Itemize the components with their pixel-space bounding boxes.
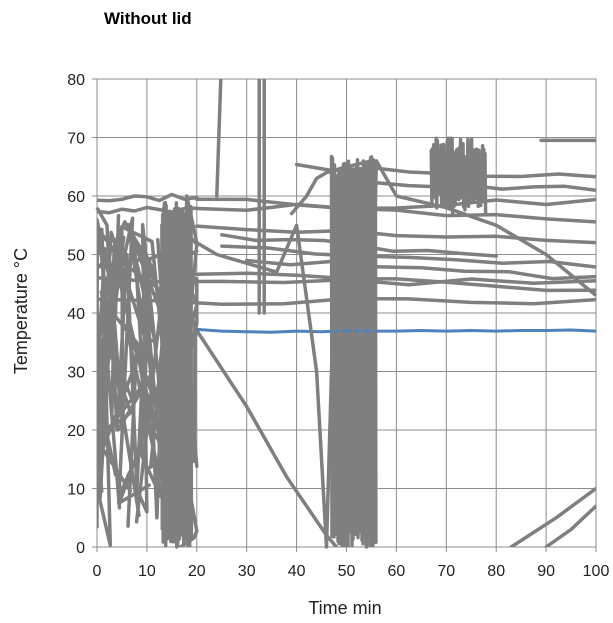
y-tick-label: 20: [67, 423, 85, 440]
series-line-blue: [196, 327, 597, 334]
noise-sweep-6: [97, 296, 596, 307]
noise-sweep-10: [97, 205, 199, 215]
series-line-gray: [95, 159, 598, 549]
x-tick-label: 90: [537, 563, 555, 580]
x-tick-label: 60: [388, 563, 406, 580]
tick-labels: 0 10 20 30 40 50 60 70 80 90 100 0 10 20 30 40 50 60 70 80: [67, 72, 609, 580]
x-tick-label: 40: [288, 563, 306, 580]
noise-loop-24: [124, 251, 199, 482]
series-layer: [95, 159, 598, 549]
noise-sweep-2: [294, 162, 596, 179]
noise-decay-curve: [195, 328, 339, 547]
x-tick-label: 30: [238, 563, 256, 580]
noise-tail-2: [544, 504, 596, 547]
y-axis-label: Temperature °C: [11, 248, 31, 374]
noise-tail-1: [509, 486, 596, 547]
y-tick-label: 80: [67, 72, 85, 89]
noise-loop-21: [97, 265, 154, 504]
y-tick-label: 10: [67, 482, 85, 499]
noise-block-2: [329, 154, 378, 547]
y-tick-label: 60: [67, 189, 85, 206]
y-tick-label: 70: [67, 131, 85, 148]
x-tick-label: 10: [138, 563, 156, 580]
x-tick-label: 80: [487, 563, 505, 580]
x-axis-label: Time min: [308, 598, 381, 618]
noise-loop-6: [97, 239, 105, 529]
y-tick-label: 0: [76, 540, 85, 557]
noise-sweep-3: [220, 244, 596, 269]
x-tick-label: 70: [437, 563, 455, 580]
y-tick-label: 50: [67, 248, 85, 265]
x-tick-label: 20: [188, 563, 206, 580]
x-tick-label: 100: [583, 563, 610, 580]
x-tick-label: 50: [338, 563, 356, 580]
chart-title: Without lid: [104, 9, 192, 28]
noise-loop-25: [107, 225, 169, 432]
y-tick-label: 40: [67, 306, 85, 323]
y-tick-label: 30: [67, 365, 85, 382]
x-tick-label: 0: [93, 563, 102, 580]
noise-sweep-4: [244, 258, 596, 281]
noise-sweep-9: [97, 192, 199, 203]
noise-rise-curve: [289, 159, 374, 216]
noise-spike-1: [215, 79, 223, 198]
